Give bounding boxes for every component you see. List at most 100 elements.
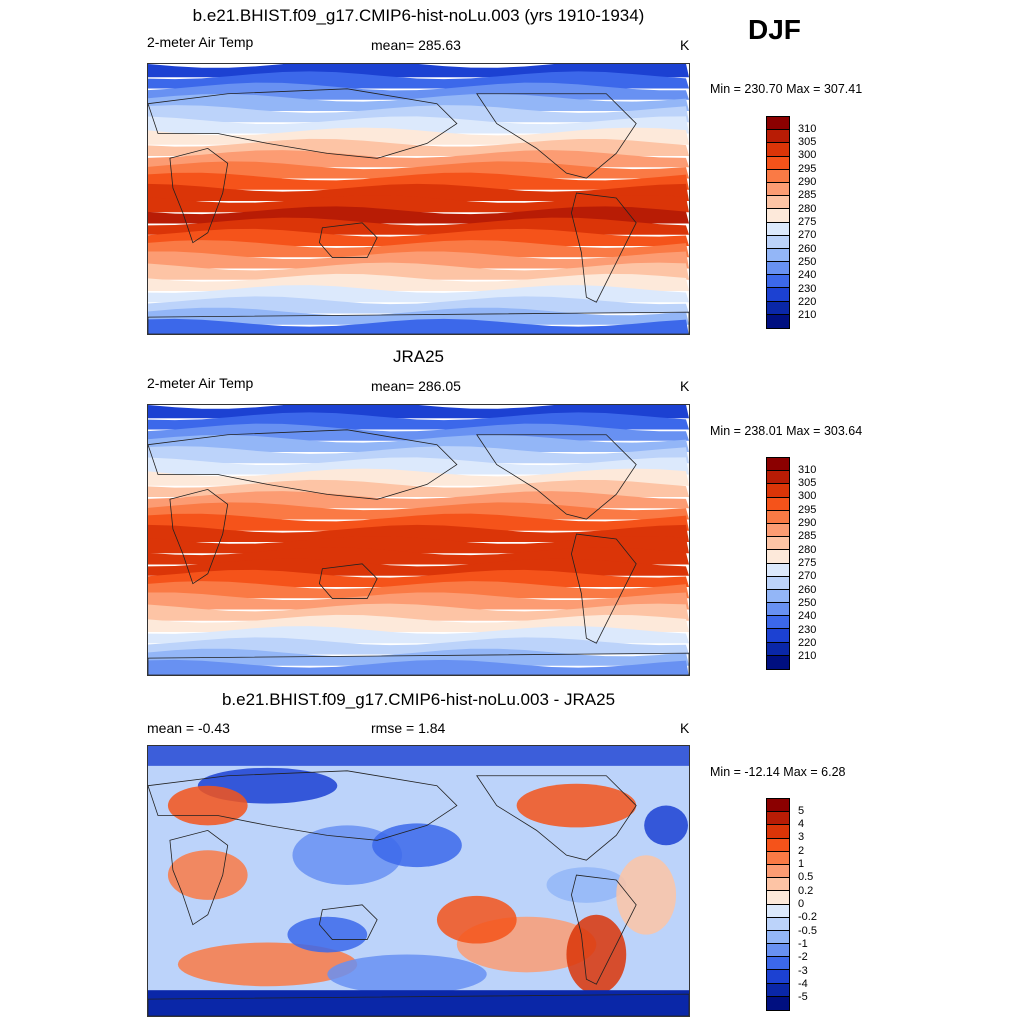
colorbar-tick-label: 240 [798,269,817,282]
colorbar-tick-label: 220 [798,636,817,649]
panel-diff-minmax: Min = -12.14 Max = 6.28 [710,765,846,779]
panel-diff-map [147,745,690,1017]
panel-obs-colorbar [766,457,790,670]
colorbar-swatch [767,262,789,276]
panel-diff-colorbar [766,798,790,1011]
colorbar-swatch [767,904,789,918]
colorbar-tick-label: 0.2 [798,884,814,897]
colorbar-tick-label: 310 [798,463,817,476]
colorbar-tick-label: 250 [798,596,817,609]
colorbar-swatch [767,143,789,157]
colorbar-swatch [767,930,789,945]
colorbar-tick-label: 3 [798,831,805,844]
colorbar-swatch [767,248,789,263]
colorbar-swatch [767,970,789,984]
colorbar-swatch [767,589,789,604]
colorbar-swatch [767,314,789,328]
colorbar-swatch [767,983,789,997]
colorbar-tick-label: 300 [798,149,817,162]
colorbar-swatch [767,497,789,511]
colorbar-tick-label: 270 [798,229,817,242]
colorbar-tick-label: 240 [798,610,817,623]
colorbar-swatch [767,130,789,144]
colorbar-tick-label: 250 [798,255,817,268]
panel-model-units: K [680,37,690,53]
colorbar-tick-label: -0.2 [798,911,817,924]
colorbar-swatch [767,629,789,643]
colorbar-swatch [767,864,789,879]
colorbar-swatch [767,891,789,905]
colorbar-tick-label: 1 [798,858,805,871]
colorbar-tick-label: 210 [798,309,817,322]
colorbar-swatch [767,799,789,813]
colorbar-swatch [767,156,789,170]
panel-model-title: b.e21.BHIST.f09_g17.CMIP6-hist-noLu.003 … [192,6,645,25]
colorbar-swatch [767,851,789,865]
colorbar-tick-label: 270 [798,570,817,583]
colorbar-tick-label: 0.5 [798,871,814,884]
colorbar-swatch [767,484,789,498]
panel-model-mean-label: mean= 285.63 [371,37,461,53]
panel-model-colorbar [766,116,790,329]
panel-obs-map [147,404,690,676]
panel-model-minmax: Min = 230.70 Max = 307.41 [710,82,863,96]
colorbar-tick-label: 210 [798,650,817,663]
colorbar-tick-label: 310 [798,122,817,135]
colorbar-swatch [767,196,789,210]
colorbar-swatch [767,209,789,223]
panel-obs-mean-label: mean= 286.05 [371,378,461,394]
panel-diff-title: b.e21.BHIST.f09_g17.CMIP6-hist-noLu.003 … [221,690,616,709]
colorbar-tick-label: -2 [798,951,808,964]
colorbar-swatch [767,917,789,931]
colorbar-tick-label: 305 [798,477,817,490]
colorbar-swatch [767,222,789,236]
panel-obs-title: JRA25 [392,347,445,366]
colorbar-tick-label: 230 [798,623,817,636]
colorbar-tick-label: 220 [798,295,817,308]
colorbar-swatch [767,169,789,183]
colorbar-swatch [767,288,789,302]
panel-model-map [147,63,690,335]
colorbar-tick-label: -3 [798,964,808,977]
colorbar-tick-label: -4 [798,977,808,990]
colorbar-tick-label: -1 [798,937,808,950]
colorbar-swatch [767,957,789,971]
colorbar-swatch [767,182,789,197]
colorbar-swatch [767,458,789,472]
colorbar-swatch [767,550,789,564]
colorbar-tick-label: -5 [798,991,808,1004]
colorbar-tick-label: 2 [798,844,805,857]
colorbar-swatch [767,603,789,617]
season-label: DJF [748,14,801,45]
panel-model-variable-label: 2-meter Air Temp [147,34,254,50]
colorbar-swatch [767,944,789,958]
colorbar-tick-label: 300 [798,490,817,503]
colorbar-tick-label: 295 [798,503,817,516]
panel-obs-minmax: Min = 238.01 Max = 303.64 [710,424,863,438]
colorbar-swatch [767,537,789,551]
colorbar-swatch [767,117,789,131]
colorbar-tick-label: 275 [798,216,817,228]
colorbar-swatch [767,996,789,1010]
colorbar-tick-label: 260 [798,583,817,596]
colorbar-swatch [767,655,789,669]
colorbar-swatch [767,301,789,315]
panel-diff-rmse-label: rmse = 1.84 [371,720,446,736]
colorbar-swatch [767,510,789,524]
colorbar-swatch [767,275,789,289]
panel-diff-mean-label: mean = -0.43 [147,720,230,736]
colorbar-tick-label: 290 [798,517,817,530]
colorbar-tick-label: 275 [798,557,817,569]
colorbar-tick-label: 305 [798,136,817,149]
colorbar-swatch [767,471,789,485]
colorbar-tick-label: 280 [798,202,817,215]
colorbar-swatch [767,576,789,590]
colorbar-tick-label: 4 [798,818,805,831]
colorbar-tick-label: 230 [798,282,817,295]
colorbar-swatch [767,235,789,249]
colorbar-tick-label: 290 [798,176,817,189]
colorbar-tick-label: 285 [798,530,817,543]
colorbar-tick-label: 260 [798,242,817,255]
colorbar-swatch [767,878,789,892]
colorbar-swatch [767,563,789,577]
